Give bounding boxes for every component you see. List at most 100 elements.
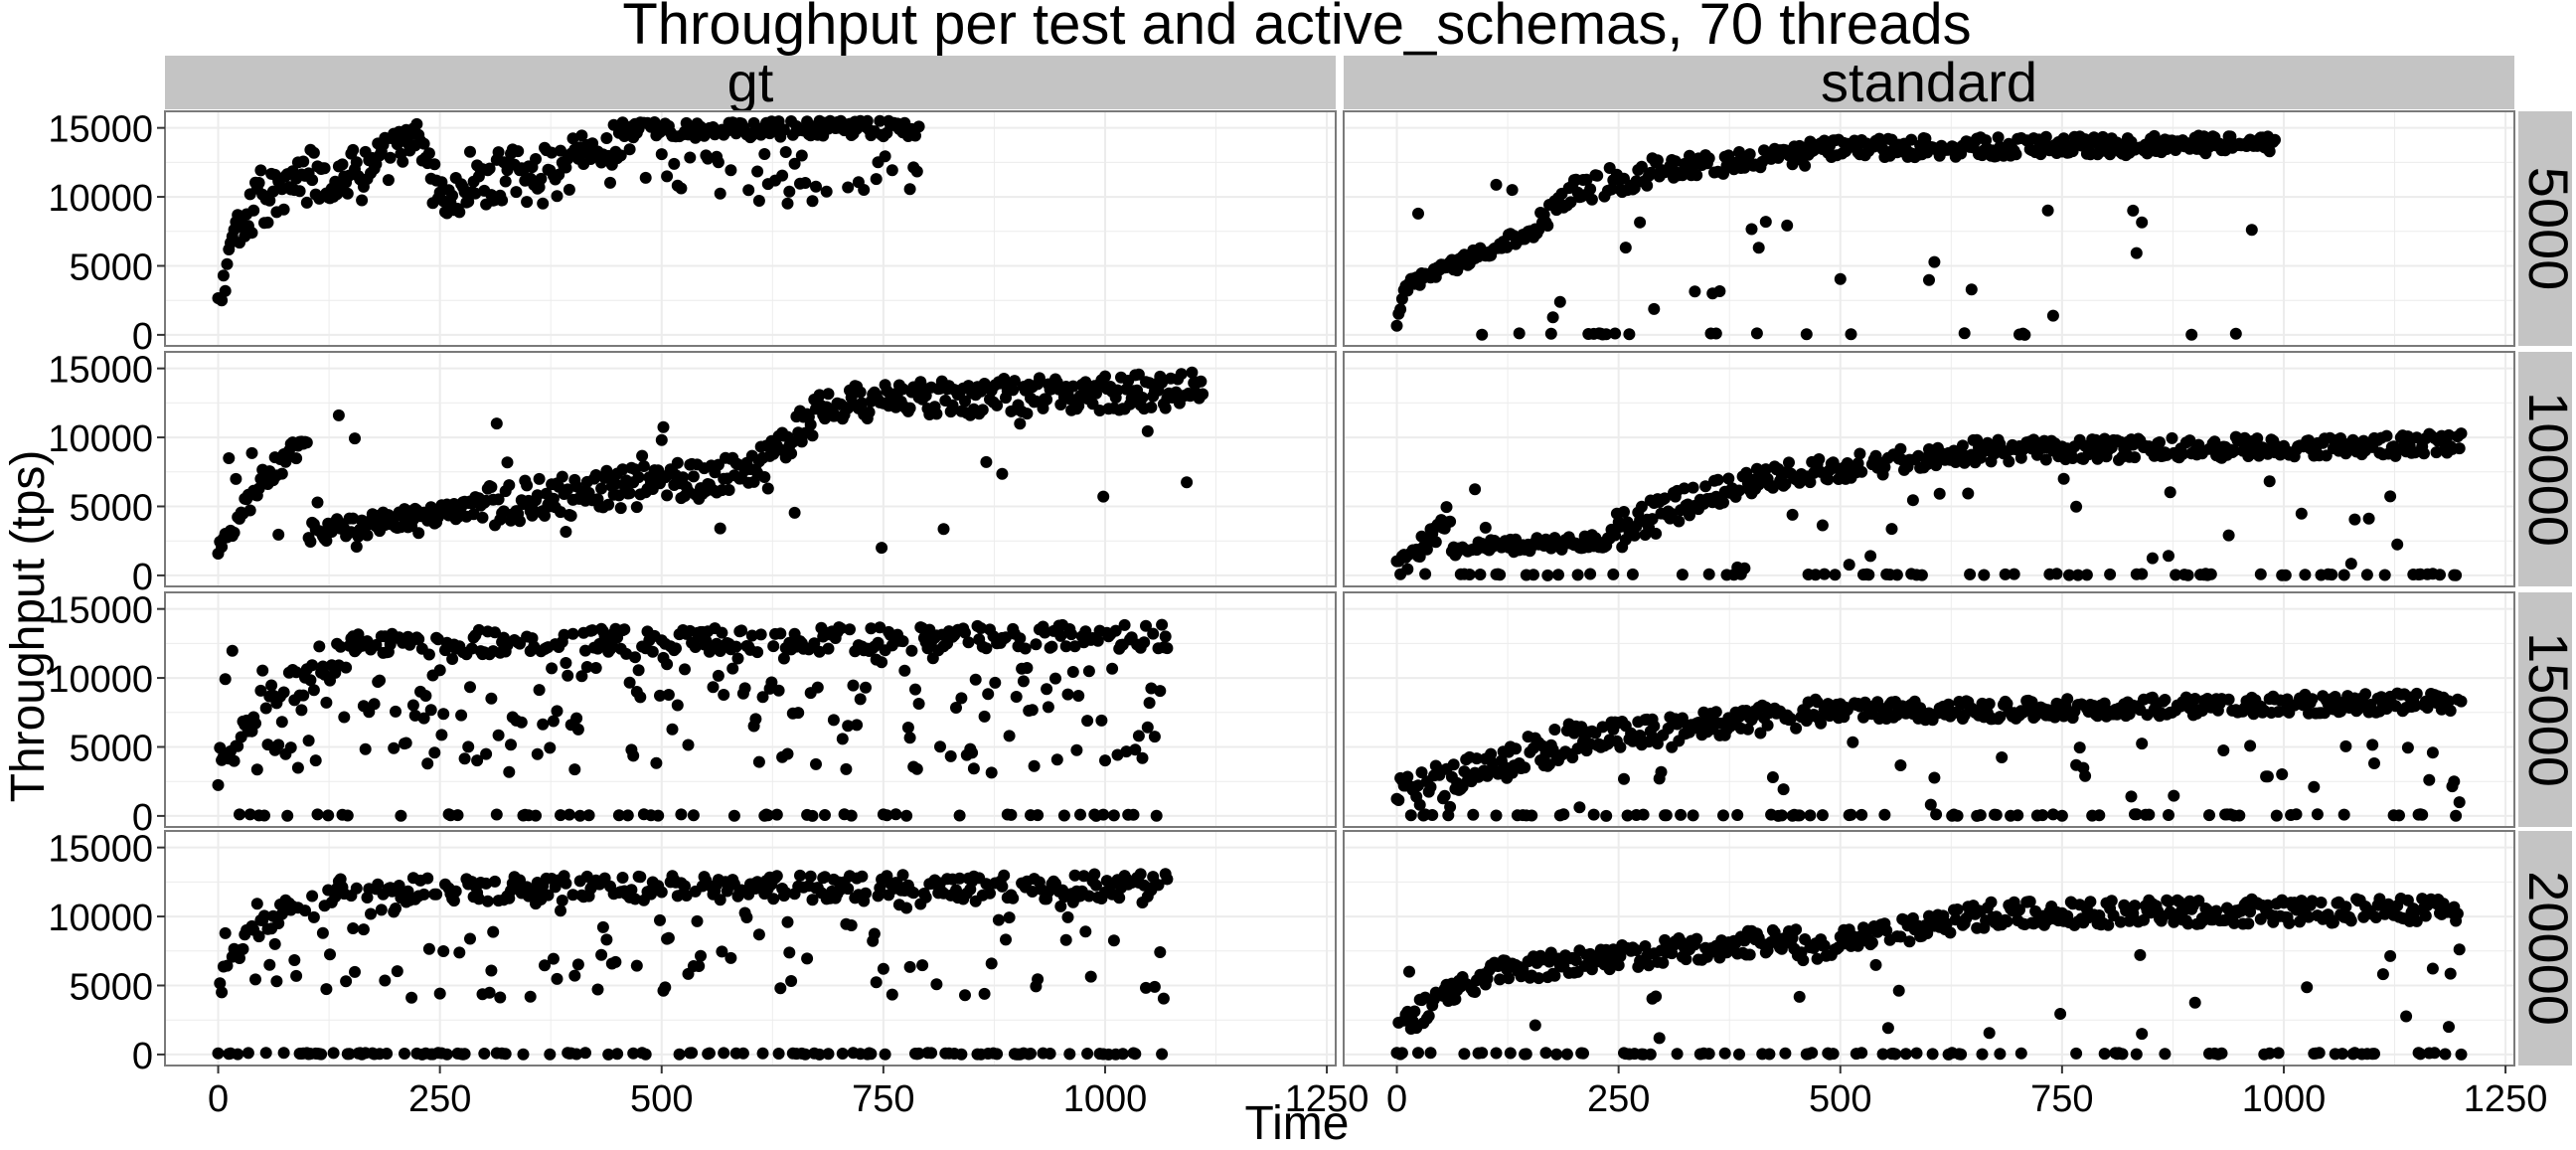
data-point: [1005, 808, 1018, 821]
data-point: [1743, 948, 1756, 961]
data-point: [1503, 972, 1515, 985]
x-axis-title: Time: [1245, 1097, 1350, 1145]
data-point: [428, 746, 441, 759]
data-point: [2012, 809, 2024, 822]
data-point: [813, 389, 826, 402]
data-point: [1008, 375, 1021, 388]
data-point: [1775, 942, 1788, 955]
data-point: [767, 640, 780, 653]
data-point: [2054, 1008, 2067, 1020]
data-point: [898, 664, 911, 677]
data-point: [2366, 739, 2379, 751]
data-point: [1864, 550, 1877, 563]
data-point: [1033, 372, 1046, 385]
data-point: [819, 809, 831, 821]
data-point: [1566, 751, 1579, 764]
data-point: [1750, 327, 1763, 340]
data-point: [1806, 1047, 1819, 1060]
data-point: [1490, 178, 1503, 191]
data-point: [349, 965, 361, 978]
data-point: [547, 715, 560, 728]
data-point: [546, 662, 559, 675]
data-point: [842, 720, 855, 733]
data-point: [1066, 380, 1079, 393]
data-point: [2104, 568, 2117, 580]
data-point: [1140, 981, 1152, 994]
data-point: [487, 925, 500, 938]
data-point: [515, 716, 528, 729]
data-point: [562, 669, 574, 682]
data-point: [840, 762, 853, 775]
data-point: [512, 145, 525, 158]
data-point: [1543, 955, 1555, 968]
y-tick-label: 5000: [69, 246, 153, 288]
data-point: [845, 809, 858, 822]
data-point: [745, 629, 758, 642]
data-point: [781, 197, 794, 210]
data-point: [1044, 1048, 1056, 1060]
data-point: [1394, 303, 1407, 316]
data-point: [1784, 713, 1797, 725]
data-point: [655, 433, 668, 446]
data-point: [2130, 1048, 2143, 1061]
data-point: [1030, 638, 1043, 651]
row-strip-label-20000: 20000: [2517, 871, 2576, 1026]
data-point: [1699, 480, 1712, 493]
data-point: [1156, 376, 1169, 389]
data-point: [1853, 447, 1866, 460]
data-point: [1655, 765, 1668, 778]
data-point: [671, 456, 684, 469]
data-point: [1014, 417, 1027, 430]
data-point: [806, 894, 819, 906]
data-point: [1017, 675, 1030, 688]
data-point: [300, 436, 313, 449]
data-point: [490, 417, 503, 430]
data-point: [912, 698, 925, 710]
data-point: [1626, 568, 1639, 580]
data-point: [779, 887, 792, 900]
data-point: [835, 622, 847, 635]
data-point: [1999, 568, 2012, 580]
data-point: [2339, 901, 2352, 913]
data-point: [485, 481, 498, 493]
data-point: [1408, 1005, 1421, 1018]
data-point: [770, 870, 783, 883]
data-point: [1548, 969, 1561, 982]
data-point: [2134, 948, 2147, 961]
data-point: [2295, 507, 2308, 520]
data-point: [1862, 569, 1875, 581]
y-tick-label: 15000: [48, 829, 153, 871]
data-point: [1930, 459, 1943, 472]
data-point: [1107, 809, 1120, 822]
data-point: [1634, 216, 1647, 229]
data-point: [751, 165, 764, 178]
data-point: [2039, 453, 2052, 466]
data-point: [1195, 375, 1208, 388]
data-point: [2263, 1047, 2276, 1060]
data-point: [679, 663, 691, 676]
data-point: [1621, 809, 1634, 822]
data-point: [299, 904, 311, 917]
column-strip-label-standard: standard: [1821, 51, 2037, 113]
data-point: [836, 733, 849, 745]
data-point: [1983, 1027, 1996, 1040]
data-point: [2348, 513, 2361, 526]
data-point: [998, 869, 1011, 882]
data-point: [742, 184, 755, 197]
data-point: [912, 1047, 925, 1060]
data-point: [2185, 328, 2198, 341]
data-point: [1571, 569, 1584, 581]
data-point: [1032, 973, 1045, 986]
data-point: [1738, 934, 1751, 947]
data-point: [1855, 1047, 1868, 1060]
data-point: [747, 475, 760, 488]
data-point: [492, 729, 505, 741]
data-point: [1068, 640, 1081, 653]
data-point: [1809, 569, 1822, 581]
data-point: [1467, 808, 1480, 821]
data-point: [1161, 873, 1174, 886]
data-point: [1392, 794, 1405, 806]
data-point: [535, 172, 548, 185]
data-point: [795, 149, 808, 162]
data-point: [437, 708, 450, 721]
